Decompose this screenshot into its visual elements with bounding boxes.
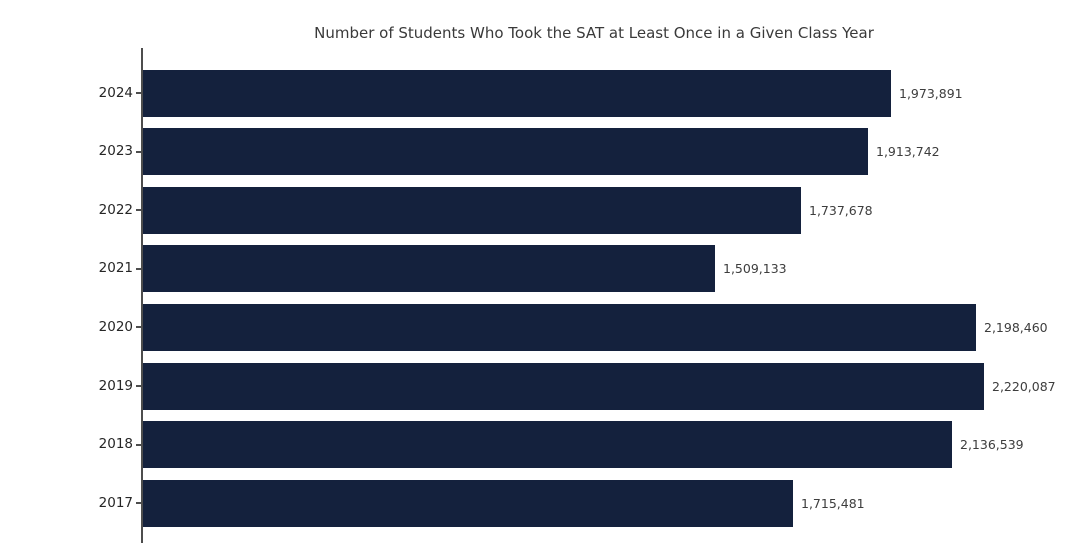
bar-2024	[143, 69, 891, 117]
plot-area: 2024 1,973,891 2023 1,913,742 2022 1,737,678 2…	[99, 48, 1056, 543]
value-label-2018: 2,136,539	[960, 437, 1024, 453]
bar-2023	[143, 128, 868, 176]
y-tick-mark	[136, 267, 141, 270]
y-tick-label-2019: 2019	[98, 377, 133, 394]
value-label-2017: 1,715,481	[801, 495, 865, 511]
value-label-2023: 1,913,742	[876, 144, 940, 160]
value-label-2021: 1,509,133	[723, 261, 787, 277]
value-label-2022: 1,737,678	[809, 202, 873, 218]
value-label-2024: 1,973,891	[899, 85, 963, 101]
y-tick-label-2022: 2022	[98, 201, 133, 218]
bar-2017	[143, 479, 793, 527]
y-tick-label-2023: 2023	[98, 143, 133, 160]
chart-title: Number of Students Who Took the SAT at L…	[314, 24, 874, 42]
bar-2020	[143, 303, 976, 351]
y-tick-label-2021: 2021	[98, 260, 133, 277]
bar-2022	[143, 186, 801, 234]
bar-row-2020: 2020 2,198,460	[99, 303, 1049, 351]
y-tick-mark	[136, 502, 141, 505]
bar-2021	[143, 245, 715, 293]
bar-row-2017: 2017 1,715,481	[99, 479, 1049, 527]
value-label-2020: 2,198,460	[984, 319, 1048, 335]
bar-row-2022: 2022 1,737,678	[99, 186, 1049, 234]
y-tick-mark	[136, 326, 141, 329]
bar-row-2024: 2024 1,973,891	[99, 69, 1049, 117]
bar-row-2023: 2023 1,913,742	[99, 128, 1049, 176]
y-tick-label-2024: 2024	[98, 84, 133, 101]
value-label-2019: 2,220,087	[992, 378, 1056, 394]
y-tick-label-2018: 2018	[98, 436, 133, 453]
y-tick-mark	[136, 150, 141, 153]
y-tick-mark	[136, 385, 141, 387]
bar-2019	[143, 362, 984, 410]
y-tick-mark	[136, 443, 141, 446]
y-tick-label-2020: 2020	[98, 318, 133, 335]
bar-row-2018: 2018 2,136,539	[99, 421, 1049, 469]
y-tick-mark	[136, 92, 141, 94]
bar-row-2019: 2019 2,220,087	[99, 362, 1056, 410]
y-tick-mark	[136, 209, 141, 212]
bar-2018	[143, 421, 952, 469]
y-tick-label-2017: 2017	[98, 494, 133, 511]
bar-row-2021: 2021 1,509,133	[99, 245, 1049, 293]
